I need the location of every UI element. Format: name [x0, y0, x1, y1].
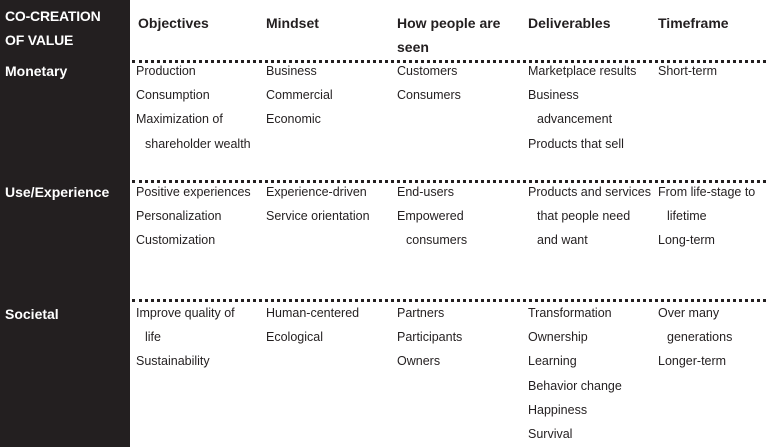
cell-line: Owners [397, 354, 441, 369]
cell-line: Sustainability [136, 354, 210, 369]
column-header-objectives: Objectives [138, 15, 209, 31]
cell-line: consumers [406, 233, 468, 248]
table-title-line-1: CO-CREATION [5, 8, 101, 24]
cell-line: Production [136, 64, 196, 78]
cell-line: Over many [658, 306, 720, 320]
cell-line: Service orientation [266, 209, 370, 224]
cell-line: Learning [528, 354, 577, 369]
cell-line: Survival [528, 427, 573, 442]
row-label-monetary: Monetary [5, 63, 68, 79]
cell-use-experience-people: End-users Empowered consumers [397, 180, 467, 253]
cell-line: Consumption [136, 88, 210, 103]
cell-line: Positive experiences [136, 185, 251, 199]
cell-line: Consumers [397, 88, 461, 103]
column-header-deliverables: Deliverables [528, 15, 611, 31]
cell-use-experience-mindset: Experience-driven Service orientation [266, 180, 370, 228]
row-divider-societal [132, 299, 766, 302]
cell-line: Human-centered [266, 306, 360, 320]
cell-line: Transformation [528, 306, 612, 320]
cell-societal-deliverables: Transformation Ownership Learning Behavi… [528, 301, 622, 446]
cell-line: shareholder wealth [145, 136, 251, 151]
row-label-societal: Societal [5, 306, 59, 322]
cell-line: life [145, 330, 161, 345]
cell-line: Maximization of [136, 112, 223, 127]
column-header-mindset: Mindset [266, 15, 319, 31]
column-header-how-people-are-seen: How people are seen [397, 11, 500, 59]
cell-use-experience-objectives: Positive experiences Personalization Cus… [136, 180, 251, 253]
cell-line: Ownership [528, 330, 588, 345]
column-header-timeframe: Timeframe [658, 15, 729, 31]
cell-line: From life-stage to [658, 185, 756, 199]
cell-line: advancement [537, 112, 613, 127]
cell-use-experience-timeframe: From life-stage to lifetime Long-term [658, 180, 755, 253]
cell-line: and want [537, 233, 588, 248]
cell-line: Business [528, 88, 579, 103]
cell-line: Partners [397, 306, 445, 320]
cell-line: Behavior change [528, 378, 622, 393]
cell-line: Experience-driven [266, 185, 367, 199]
column-header-how-people-line-1: How people are [397, 15, 501, 31]
table-title-line-2: OF VALUE [5, 32, 74, 48]
cell-line: Long-term [658, 233, 715, 248]
cell-societal-mindset: Human-centered Ecological [266, 301, 359, 349]
cell-line: that people need [537, 209, 631, 224]
cell-line: Longer-term [658, 354, 727, 369]
cell-monetary-timeframe: Short-term [658, 59, 717, 83]
cell-line: Business [266, 64, 317, 78]
cell-societal-objectives: Improve quality of life Sustainability [136, 301, 235, 374]
cell-monetary-mindset: Business Commercial Economic [266, 59, 333, 132]
cell-line: Products and services [528, 185, 651, 199]
cell-line: Improve quality of [136, 306, 235, 320]
row-header-sidebar: CO-CREATION OF VALUE Monetary Use/Experi… [0, 0, 130, 447]
cell-monetary-objectives: Production Consumption Maximization of s… [136, 59, 251, 156]
row-divider-use-experience [132, 180, 766, 183]
cell-line: Commercial [266, 88, 333, 103]
cell-line: End-users [397, 185, 454, 199]
cell-line: Personalization [136, 209, 222, 224]
cell-line: generations [667, 330, 733, 345]
row-label-use-experience: Use/Experience [5, 184, 110, 200]
cell-line: Ecological [266, 330, 323, 345]
table-title: CO-CREATION OF VALUE [5, 4, 129, 52]
cell-monetary-people: Customers Consumers [397, 59, 461, 107]
cell-line: Customers [397, 64, 458, 78]
cell-societal-people: Partners Participants Owners [397, 301, 462, 374]
cell-line: Marketplace results [528, 64, 637, 78]
cell-line: Happiness [528, 402, 588, 417]
cell-societal-timeframe: Over many generations Longer-term [658, 301, 732, 374]
cell-line: Economic [266, 112, 321, 127]
cell-line: Customization [136, 233, 216, 248]
cell-line: Empowered [397, 209, 464, 224]
row-divider-monetary [132, 60, 766, 63]
cell-monetary-deliverables: Marketplace results Business advancement… [528, 59, 636, 156]
cell-line: Participants [397, 330, 463, 345]
column-header-how-people-line-2: seen [397, 39, 429, 55]
cell-line: Products that sell [528, 136, 624, 151]
cell-line: Short-term [658, 64, 718, 78]
cell-line: lifetime [667, 209, 707, 224]
cell-use-experience-deliverables: Products and services that people need a… [528, 180, 651, 253]
